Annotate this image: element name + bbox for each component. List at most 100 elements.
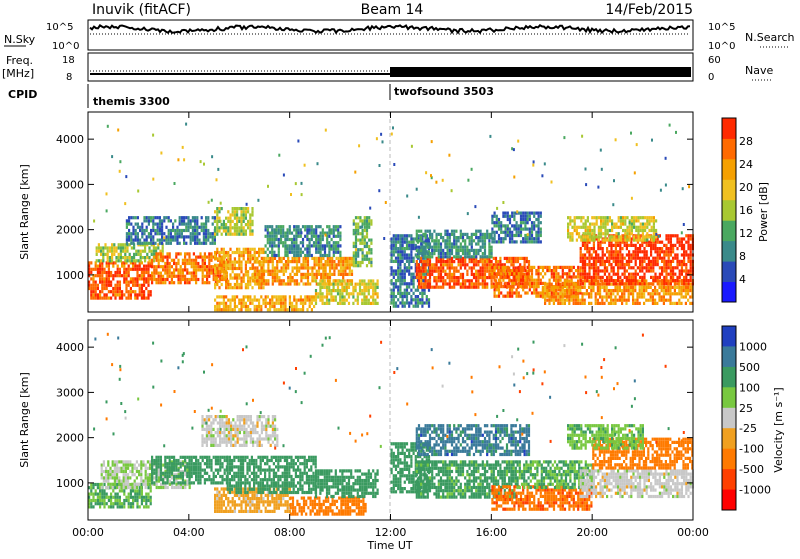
power-echo-cell: [674, 266, 676, 269]
power-sporadic-echo: [511, 147, 513, 150]
power-sporadic-echo: [376, 137, 378, 140]
power-echo-cell: [126, 226, 128, 229]
power-echo-cell: [602, 223, 604, 226]
power-echo-cell: [361, 292, 363, 295]
power-echo-cell: [341, 302, 343, 305]
power-echo-cell: [418, 279, 420, 282]
power-sporadic-echo: [106, 209, 108, 212]
power-echo-cell: [585, 223, 587, 226]
power-echo-cell: [408, 234, 410, 237]
power-echo-cell: [577, 295, 579, 298]
power-echo-cell: [629, 232, 631, 235]
power-echo-cell: [555, 269, 557, 272]
power-echo-cell: [364, 242, 366, 245]
power-echo-cell: [391, 289, 393, 292]
power-echo-cell: [449, 266, 451, 269]
power-echo-cell: [632, 266, 634, 269]
power-echo-cell: [491, 228, 493, 231]
power-echo-cell: [243, 220, 245, 223]
power-echo-cell: [464, 239, 466, 242]
power-echo-cell: [453, 270, 455, 273]
power-echo-cell: [208, 265, 210, 268]
power-echo-cell: [296, 266, 298, 269]
power-echo-cell: [247, 295, 249, 298]
power-echo-cell: [431, 273, 433, 276]
power-echo-cell: [202, 275, 204, 278]
power-echo-cell: [571, 226, 573, 229]
power-echo-cell: [491, 215, 493, 218]
power-echo-cell: [580, 250, 582, 253]
power-echo-cell: [500, 228, 502, 231]
power-echo-cell: [462, 239, 464, 242]
power-echo-cell: [103, 293, 105, 296]
power-echo-cell: [475, 242, 477, 245]
power-echo-cell: [568, 299, 570, 302]
power-echo-cell: [639, 257, 641, 260]
power-echo-cell: [418, 282, 420, 285]
power-echo-cell: [234, 261, 236, 264]
power-echo-cell: [251, 223, 253, 226]
power-sporadic-echo: [211, 199, 213, 202]
power-echo-cell: [125, 284, 127, 287]
power-echo-cell: [169, 252, 171, 255]
power-echo-cell: [658, 299, 660, 302]
power-echo-cell: [599, 292, 601, 295]
power-echo-cell: [593, 263, 595, 266]
power-echo-cell: [586, 263, 588, 266]
power-echo-cell: [243, 233, 245, 236]
power-echo-cell: [291, 248, 293, 251]
power-echo-cell: [584, 292, 586, 295]
power-echo-cell: [135, 250, 137, 253]
power-echo-cell: [531, 266, 533, 269]
power-echo-cell: [451, 230, 453, 233]
power-echo-cell: [284, 254, 286, 257]
power-echo-cell: [567, 226, 569, 229]
power-echo-cell: [659, 273, 661, 276]
power-echo-cell: [444, 270, 446, 273]
power-echo-cell: [331, 244, 333, 247]
power-echo-cell: [442, 286, 444, 289]
power-echo-cell: [623, 299, 625, 302]
power-echo-cell: [626, 269, 628, 272]
power-echo-cell: [557, 292, 559, 295]
power-echo-cell: [507, 215, 509, 218]
power-echo-cell: [153, 250, 155, 253]
power-echo-cell: [630, 276, 632, 279]
power-echo-cell: [451, 273, 453, 276]
power-echo-cell: [317, 295, 319, 298]
power-echo-cell: [399, 276, 401, 279]
power-echo-cell: [182, 272, 184, 275]
power-echo-cell: [331, 248, 333, 251]
power-echo-cell: [427, 252, 429, 255]
power-echo-cell: [496, 215, 498, 218]
power-echo-cell: [223, 251, 225, 254]
power-echo-cell: [117, 271, 119, 274]
power-echo-cell: [395, 250, 397, 253]
power-echo-cell: [280, 302, 282, 305]
power-echo-cell: [498, 266, 500, 269]
power-echo-cell: [625, 286, 627, 289]
cpid-segment-themis: themis 3300: [93, 95, 170, 108]
power-echo-cell: [324, 251, 326, 254]
power-echo-cell: [425, 246, 427, 249]
power-echo-cell: [551, 272, 553, 275]
power-echo-cell: [676, 260, 678, 263]
power-echo-cell: [433, 239, 435, 242]
power-echo-cell: [538, 212, 540, 215]
power-echo-cell: [311, 270, 313, 273]
power-echo-cell: [280, 299, 282, 302]
power-echo-cell: [491, 231, 493, 234]
power-echo-cell: [348, 295, 350, 298]
power-echo-cell: [326, 292, 328, 295]
power-echo-cell: [147, 284, 149, 287]
power-echo-cell: [587, 232, 589, 235]
power-echo-cell: [635, 253, 637, 256]
power-echo-cell: [295, 232, 297, 235]
power-echo-cell: [205, 242, 207, 245]
power-echo-cell: [197, 268, 199, 271]
power-echo-cell: [340, 273, 342, 276]
power-echo-cell: [240, 308, 242, 311]
power-echo-cell: [143, 277, 145, 280]
power-echo-cell: [507, 266, 509, 269]
power-echo-cell: [665, 266, 667, 269]
